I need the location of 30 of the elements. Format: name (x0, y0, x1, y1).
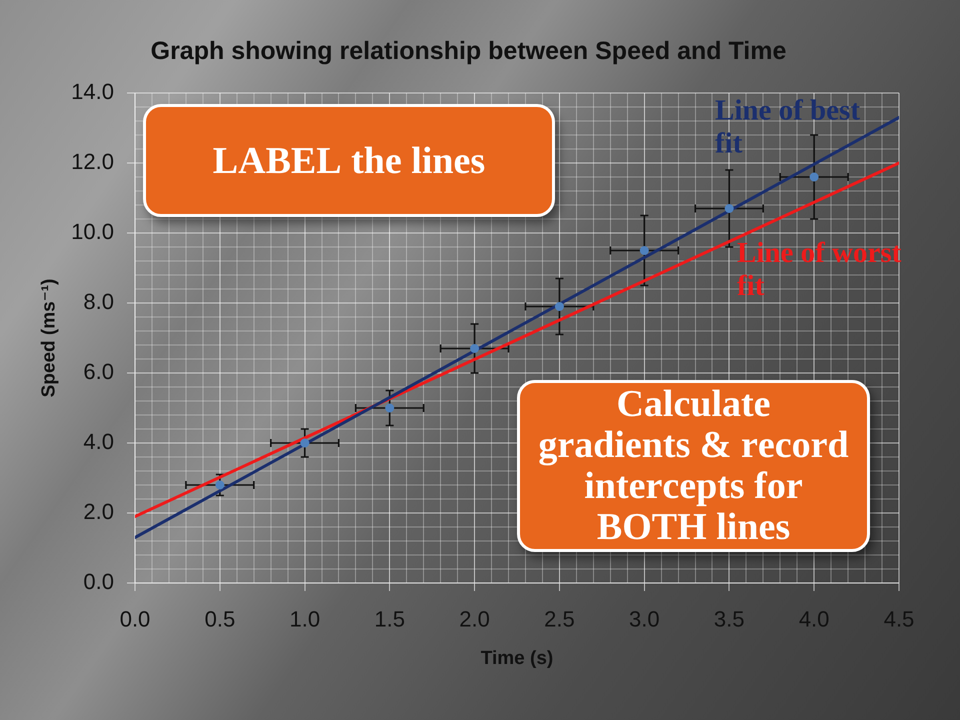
callout-box: LABEL the lines (143, 104, 555, 217)
chart-title: Graph showing relationship between Speed and Time (150, 36, 786, 65)
point (554, 302, 564, 311)
point (470, 344, 480, 353)
x-tick-label: 1.5 (374, 606, 405, 632)
y-tick-label: 14.0 (71, 79, 114, 104)
y-tick-label: 2.0 (83, 499, 114, 524)
x-tick-label: 3.5 (714, 606, 745, 632)
y-tick-label: 8.0 (83, 289, 114, 314)
x-tick-label: 1.0 (289, 606, 320, 632)
x-tick-label: 3.0 (629, 606, 660, 632)
annotation: LABEL the lines (212, 138, 486, 182)
x-tick-label: 0.5 (204, 606, 236, 632)
x-tick-label: 0.0 (120, 606, 150, 632)
point (724, 204, 734, 213)
y-tick-label: 0.0 (83, 569, 114, 594)
y-tick-label: 10.0 (71, 219, 114, 244)
point (810, 172, 819, 182)
callout-box: Calculate gradients & record intercepts for BOTH lines (517, 380, 870, 552)
x-axis-title: Time (s) (480, 648, 554, 669)
point (640, 246, 649, 255)
y-tick-label: 6.0 (83, 359, 114, 384)
point (215, 480, 224, 490)
x-tick-label: 2.5 (544, 606, 575, 632)
y-axis-title: Speed (ms⁻¹) (38, 278, 60, 398)
x-tick-label: 2.0 (459, 606, 490, 632)
point (300, 438, 310, 448)
y-tick-label: 12.0 (71, 149, 114, 174)
y-tick-label: 4.0 (83, 429, 114, 454)
point (385, 404, 394, 412)
